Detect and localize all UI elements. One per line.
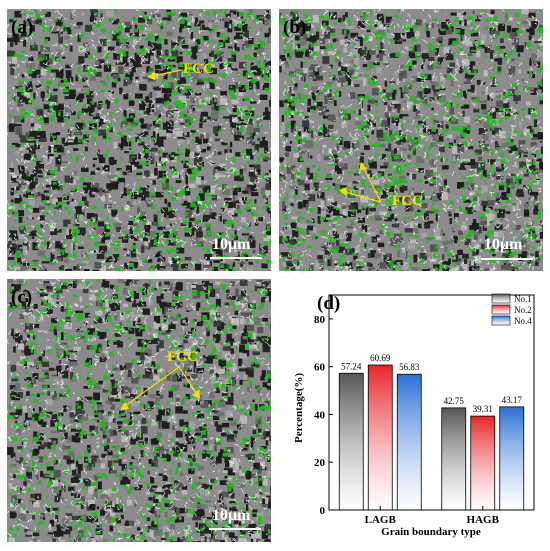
- y-tick-label: 40: [314, 409, 326, 421]
- fcc-arrow-head: [192, 390, 200, 399]
- legend-label: No.4: [514, 316, 532, 326]
- x-tick-label: LAGB: [365, 514, 397, 526]
- micrograph-b-fcc-label: FCC: [392, 193, 423, 209]
- bar-value-label: 56.83: [399, 362, 420, 372]
- legend-swatch: [491, 304, 511, 315]
- chart-panel-label: (d): [317, 293, 340, 314]
- micrograph-b-texture: [279, 9, 543, 271]
- bar-no4-hagb: [499, 406, 525, 511]
- bar-no2-hagb: [470, 415, 496, 511]
- micrograph-c-scale-bar: [209, 528, 261, 530]
- x-axis-title: Grain boundary type: [381, 526, 481, 538]
- fcc-arrow-head: [120, 402, 129, 410]
- fcc-arrow: [124, 366, 180, 407]
- bar-no1-lagb: [338, 372, 364, 511]
- bar-no2-lagb: [367, 364, 393, 511]
- legend-label: No.2: [514, 305, 532, 315]
- axes-group: 0 20 40 60 80 LAGB HAGB: [314, 294, 535, 526]
- fcc-arrow-head: [339, 187, 347, 196]
- plot-frame: [328, 294, 535, 511]
- legend-swatch: [491, 293, 511, 304]
- y-tick-label: 0: [320, 505, 326, 517]
- micrograph-a: (a) FCC 10μm: [7, 9, 271, 271]
- micrograph-a-texture: [7, 9, 271, 271]
- micrograph-b-arrows: [339, 162, 382, 203]
- micrograph-b-scale-text: 10μm: [484, 236, 523, 253]
- micrograph-a-scale-text: 10μm: [212, 236, 251, 253]
- bar-value-label: 57.24: [341, 361, 362, 371]
- micrograph-c-arrows: [120, 366, 200, 410]
- fcc-arrow: [362, 166, 382, 203]
- bar-value-label: 60.69: [370, 353, 391, 363]
- fcc-arrow: [344, 191, 382, 203]
- micrograph-c-fcc-label: FCC: [167, 349, 198, 365]
- micrograph-c-label: (c): [11, 287, 33, 308]
- grain-boundary-bar-chart: 57.24 60.69 56.83 42.75 39.31 43.17 0 20 40 60 80…: [293, 293, 535, 538]
- fcc-arrow: [152, 69, 182, 77]
- micrograph-a-fcc-label: FCC: [183, 61, 214, 77]
- legend-label: No.1: [514, 294, 532, 304]
- bar-value-label: 42.75: [444, 396, 465, 406]
- micrograph-c: (c) FCC 10μm: [7, 279, 271, 542]
- micrograph-b-scale-bar: [481, 258, 533, 260]
- micrograph-b-label: (b): [283, 17, 307, 38]
- bar-value-label: 39.31: [473, 404, 493, 414]
- fcc-arrow: [178, 366, 198, 395]
- x-tick-label: HAGB: [467, 514, 500, 526]
- fcc-arrow-head: [147, 72, 155, 80]
- bar-value-label: 43.17: [502, 395, 523, 405]
- bar-no1-hagb: [441, 407, 467, 511]
- micrograph-c-texture: [7, 279, 271, 542]
- micrograph-a-arrows: [147, 69, 182, 80]
- legend-swatch: [491, 315, 511, 326]
- legend: No.1No.2No.4: [491, 293, 532, 326]
- value-labels-group: 57.24 60.69 56.83 42.75 39.31 43.17: [341, 353, 522, 414]
- micrograph-b: (b) FCC 10μm: [279, 9, 543, 271]
- y-axis-title: Percentage(%): [293, 373, 305, 443]
- micrograph-a-scale-bar: [210, 257, 262, 259]
- bar-no4-lagb: [396, 373, 422, 511]
- fcc-arrow-head: [359, 162, 367, 171]
- micrograph-a-label: (a): [11, 17, 34, 38]
- y-tick-label: 20: [314, 457, 326, 469]
- micrograph-c-scale-text: 10μm: [212, 507, 251, 524]
- bars-group: [338, 364, 525, 511]
- y-tick-label: 80: [314, 314, 326, 326]
- y-tick-label: 60: [314, 362, 326, 374]
